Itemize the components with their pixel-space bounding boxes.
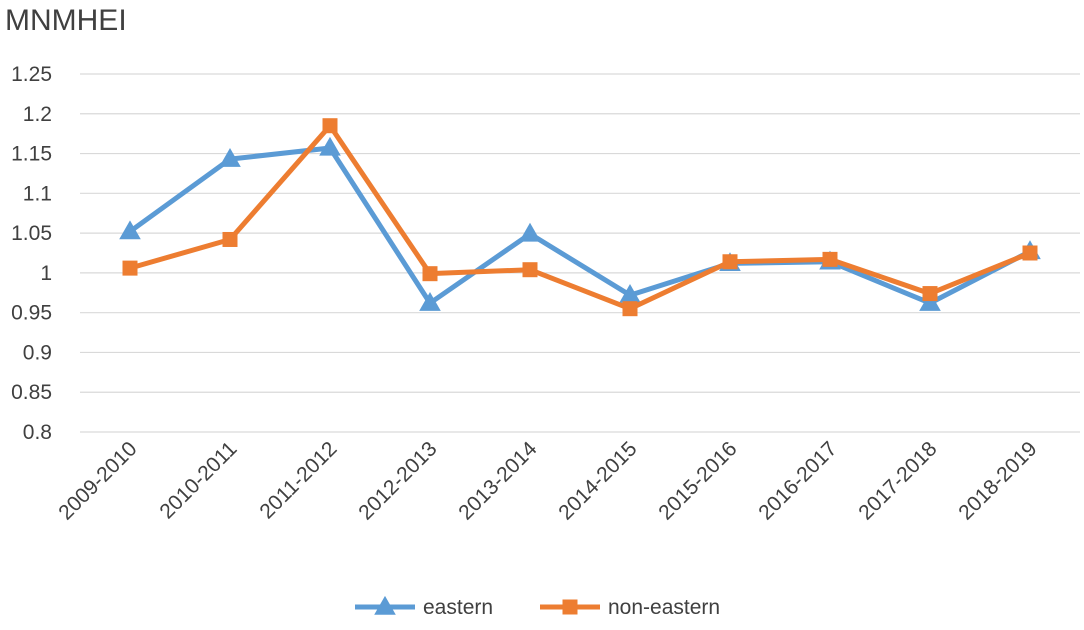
y-tick-label: 1 xyxy=(40,262,52,285)
y-tick-label: 1.2 xyxy=(23,103,52,126)
data-point-eastern xyxy=(119,220,141,240)
data-point-non-eastern xyxy=(1022,245,1038,261)
data-point-eastern xyxy=(919,292,941,311)
y-tick-label: 0.95 xyxy=(11,302,52,325)
y-tick-label: 0.85 xyxy=(11,381,52,404)
data-point-non-eastern xyxy=(322,118,338,134)
legend: eastern non-eastern xyxy=(355,595,720,619)
y-tick-label: 1.15 xyxy=(11,143,52,166)
legend-label-eastern: eastern xyxy=(423,596,493,619)
x-tick-label: 2012-2013 xyxy=(354,437,441,524)
data-point-eastern xyxy=(519,222,541,242)
series-lines xyxy=(119,118,1041,317)
data-point-eastern xyxy=(419,292,441,311)
gridlines xyxy=(80,73,1080,433)
x-tick-label: 2009-2010 xyxy=(54,437,141,524)
x-axis-ticks: 2009-2010 2010-2011 2011-2012 2012-2013 2013… xyxy=(54,437,1041,525)
y-tick-label: 0.9 xyxy=(23,341,52,364)
legend-item-non-eastern: non-eastern xyxy=(540,596,720,619)
data-point-eastern xyxy=(219,148,241,167)
x-tick-label: 2017-2018 xyxy=(854,437,941,524)
x-tick-label: 2016-2017 xyxy=(754,437,841,524)
legend-marker-eastern xyxy=(374,595,396,615)
legend-marker-non-eastern xyxy=(562,599,578,615)
y-tick-label: 1.05 xyxy=(11,222,52,245)
data-point-non-eastern xyxy=(122,260,138,276)
data-point-non-eastern xyxy=(822,251,838,267)
data-point-non-eastern xyxy=(922,286,938,302)
data-point-non-eastern xyxy=(622,301,638,317)
data-point-non-eastern xyxy=(222,231,238,247)
series-line-eastern xyxy=(127,145,1033,306)
x-tick-label: 2011-2012 xyxy=(255,437,341,523)
y-axis-ticks: 0.8 0.85 0.9 0.95 1 1.05 1.1 1.15 1.2 1.25 xyxy=(11,63,52,444)
series-non-eastern xyxy=(122,118,1038,317)
x-tick-label: 2015-2016 xyxy=(654,437,741,524)
x-tick-label: 2010-2011 xyxy=(155,437,241,523)
data-point-eastern xyxy=(319,136,341,156)
chart-title: MNMHEI xyxy=(5,4,127,37)
data-point-eastern xyxy=(619,284,641,303)
x-tick-label: 2014-2015 xyxy=(554,437,641,524)
x-tick-label: 2018-2019 xyxy=(954,437,1041,524)
data-point-non-eastern xyxy=(722,254,738,270)
x-tick-label: 2013-2014 xyxy=(454,437,542,525)
legend-item-eastern: eastern xyxy=(355,595,493,619)
y-tick-label: 1.1 xyxy=(23,182,52,205)
y-tick-label: 1.25 xyxy=(11,63,52,86)
series-line-non-eastern xyxy=(127,123,1033,312)
data-point-non-eastern xyxy=(522,262,538,278)
y-tick-label: 0.8 xyxy=(23,421,52,444)
data-point-non-eastern xyxy=(422,266,438,282)
legend-label-non-eastern: non-eastern xyxy=(608,596,720,619)
